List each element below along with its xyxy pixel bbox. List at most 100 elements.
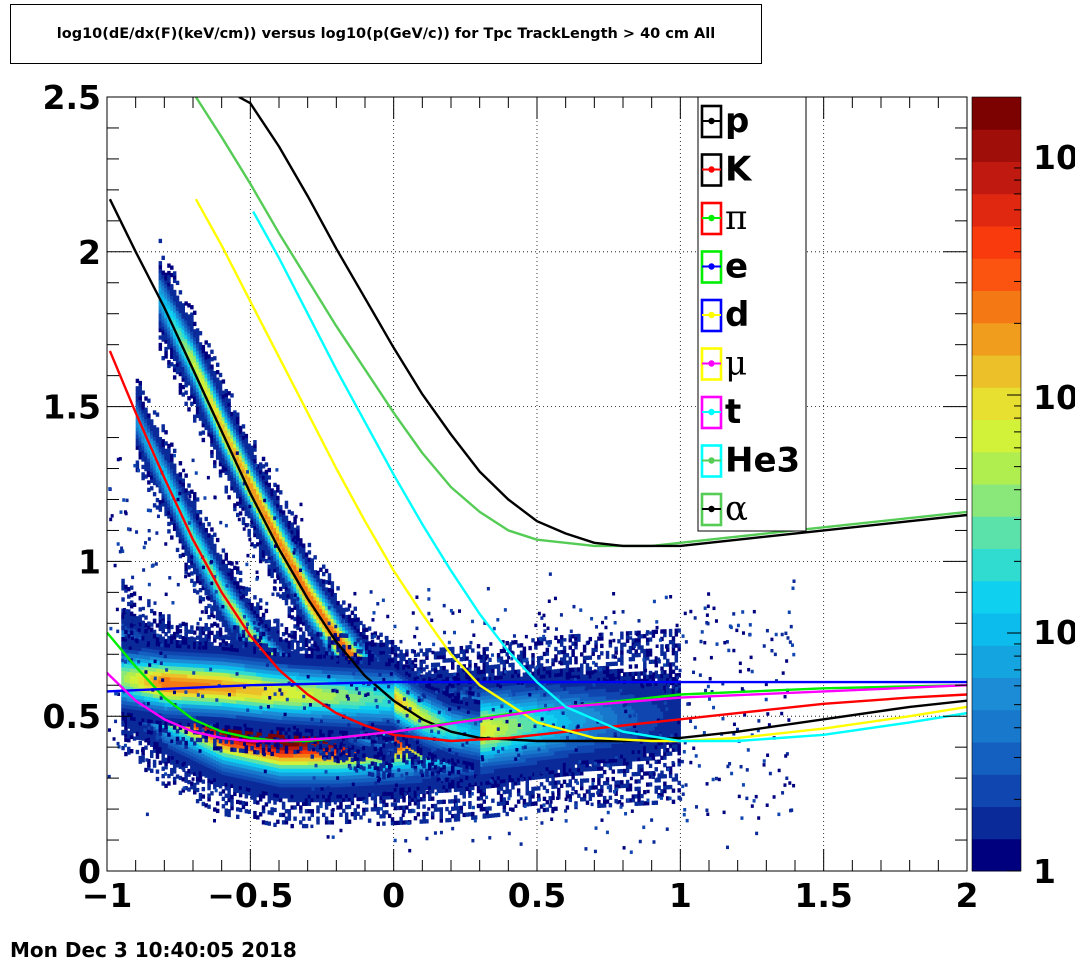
density-cell (193, 767, 197, 773)
density-cell (494, 764, 498, 770)
density-cell (482, 792, 486, 797)
density-cell (373, 795, 378, 801)
density-cell (301, 779, 306, 784)
density-cell (215, 808, 220, 814)
density-cell (479, 792, 484, 797)
density-cell (181, 740, 185, 745)
density-cell (491, 694, 495, 699)
density-cell (190, 770, 194, 775)
density-cell (247, 772, 251, 777)
density-cell (230, 735, 234, 740)
density-cell (373, 807, 378, 812)
density-cell (485, 695, 489, 700)
density-cell (250, 765, 254, 771)
density-cell (301, 823, 306, 829)
density-cell (198, 770, 203, 776)
density-cell (144, 767, 148, 773)
density-cell (273, 796, 277, 802)
density-cell (370, 766, 375, 771)
density-cell (241, 775, 246, 780)
density-cell (138, 740, 142, 746)
density-cell (494, 738, 498, 744)
density-cell (344, 790, 349, 795)
density-cell (236, 744, 240, 749)
density-cell (215, 775, 220, 780)
density-cell (362, 796, 366, 801)
density-cell (207, 748, 211, 754)
density-cell (141, 754, 145, 759)
density-cell (344, 764, 349, 769)
density-cell (482, 699, 486, 704)
density-cell (433, 774, 438, 779)
density-cell (479, 747, 484, 753)
density-cell (385, 784, 389, 789)
density-cell (301, 816, 306, 821)
density-cell (172, 761, 177, 767)
density-cell (172, 769, 177, 774)
density-cell (471, 678, 475, 683)
density-cell (399, 753, 403, 758)
density-cell (167, 744, 171, 749)
density-cell (428, 674, 432, 679)
density-cell (422, 767, 426, 772)
density-cell (494, 683, 498, 688)
density-cell (124, 722, 128, 727)
density-cell (419, 819, 423, 824)
density-cell (218, 750, 223, 756)
density-cell (479, 744, 484, 749)
density-cell (393, 768, 398, 774)
density-cell (356, 774, 360, 779)
density-cell (224, 734, 228, 739)
density-cell (170, 771, 174, 776)
density-cell (316, 753, 320, 758)
density-cell (410, 797, 415, 802)
density-cell (144, 723, 148, 728)
density-cell (198, 796, 203, 802)
density-cell (296, 790, 300, 795)
density-cell (439, 810, 443, 816)
density-cell (310, 768, 314, 773)
density-cell (307, 764, 312, 769)
density-cell (267, 791, 271, 797)
density-cell (152, 748, 157, 753)
density-cell (244, 786, 249, 792)
density-cell (215, 760, 220, 765)
density-cell (224, 741, 228, 746)
density-cell (396, 798, 400, 803)
density-cell (496, 734, 501, 740)
density-cell (410, 793, 415, 799)
density-cell (224, 760, 228, 765)
density-cell (416, 763, 421, 769)
density-cell (147, 621, 151, 626)
density-cell (304, 757, 309, 762)
density-cell (230, 742, 234, 748)
density-cell (482, 747, 486, 752)
density-cell (241, 760, 246, 765)
density-cell (296, 753, 300, 758)
density-cell (439, 677, 443, 682)
density-cell (201, 757, 206, 762)
density-cell (350, 800, 355, 806)
density-cell (327, 771, 332, 777)
density-cell (175, 755, 180, 761)
density-cell (175, 633, 180, 638)
density-cell (413, 782, 418, 787)
density-cell (241, 782, 246, 787)
density-cell (491, 739, 495, 744)
density-cell (301, 786, 306, 792)
density-cell (494, 697, 498, 703)
density-cell (141, 720, 145, 726)
density-cell (181, 732, 185, 737)
density-cell (313, 734, 317, 740)
density-cell (299, 775, 303, 780)
density-cell (310, 797, 314, 803)
density-cell (290, 753, 294, 758)
density-cell (459, 768, 464, 773)
density-cell (350, 812, 355, 817)
density-cell (215, 771, 220, 776)
density-cell (408, 775, 412, 780)
density-cell (482, 762, 486, 767)
density-cell (301, 790, 306, 795)
density-cell (459, 671, 464, 677)
density-cell (316, 764, 320, 769)
